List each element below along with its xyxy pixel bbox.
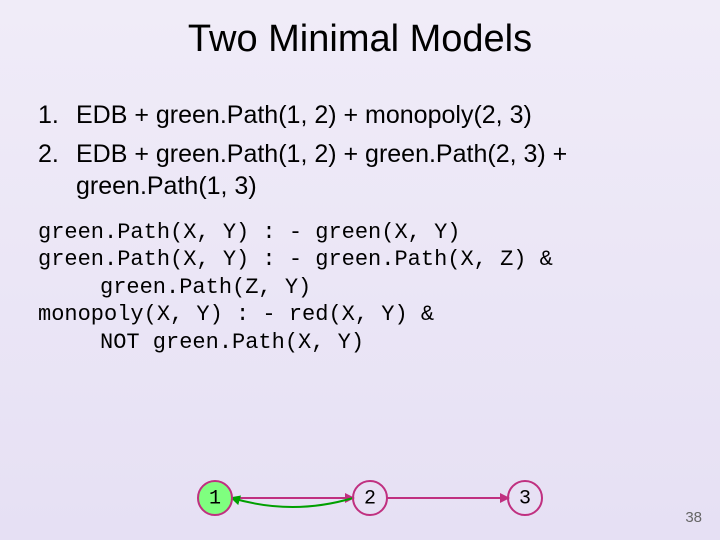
- code-line: NOT green.Path(X, Y): [38, 329, 720, 357]
- graph-diagram: 1 2 3: [0, 470, 720, 530]
- list-text: EDB + green.Path(1, 2) + green.Path(2, 3…: [76, 138, 690, 203]
- code-line: monopoly(X, Y) : - red(X, Y) &: [38, 301, 720, 329]
- list-number: 2.: [38, 138, 76, 203]
- list-item: 2.EDB + green.Path(1, 2) + green.Path(2,…: [38, 138, 690, 203]
- graph-node-label: 1: [209, 488, 221, 511]
- model-list: 1.EDB + green.Path(1, 2) + monopoly(2, 3…: [0, 99, 720, 203]
- code-line: green.Path(X, Y) : - green(X, Y): [38, 219, 720, 247]
- code-block: green.Path(X, Y) : - green(X, Y)green.Pa…: [0, 219, 720, 357]
- list-number: 1.: [38, 99, 76, 132]
- page-title: Two Minimal Models: [0, 0, 720, 61]
- graph-node-label: 2: [364, 488, 376, 511]
- page-number: 38: [685, 509, 702, 526]
- graph-edge: [232, 498, 353, 507]
- graph-node-label: 3: [519, 488, 531, 511]
- list-item: 1.EDB + green.Path(1, 2) + monopoly(2, 3…: [38, 99, 690, 132]
- list-text: EDB + green.Path(1, 2) + monopoly(2, 3): [76, 99, 690, 132]
- code-line: green.Path(Z, Y): [38, 274, 720, 302]
- code-line: green.Path(X, Y) : - green.Path(X, Z) &: [38, 246, 720, 274]
